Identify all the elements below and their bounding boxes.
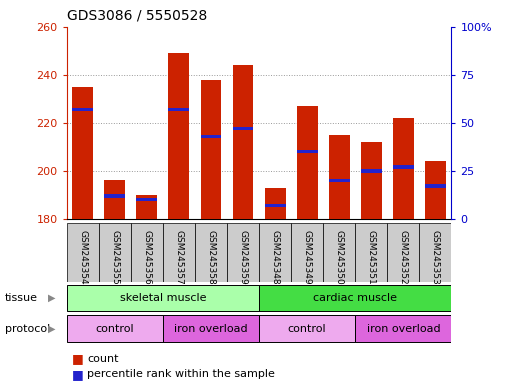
Bar (136, 195, 157, 219)
Text: ■: ■ (72, 368, 84, 381)
Text: GSM245357: GSM245357 (174, 230, 184, 285)
Bar (67, 315, 163, 342)
Bar (297, 150, 318, 154)
Bar (259, 315, 355, 342)
Bar (329, 179, 350, 182)
Bar (104, 180, 125, 219)
Bar (163, 315, 259, 342)
Text: GDS3086 / 5550528: GDS3086 / 5550528 (67, 9, 207, 23)
Bar (227, 223, 259, 282)
Bar (168, 108, 189, 111)
Text: GSM245358: GSM245358 (206, 230, 215, 285)
Bar (232, 65, 253, 219)
Bar (425, 184, 446, 188)
Text: ■: ■ (72, 353, 84, 366)
Text: control: control (95, 324, 134, 334)
Text: GSM245359: GSM245359 (239, 230, 248, 285)
Bar (361, 169, 382, 173)
Text: skeletal muscle: skeletal muscle (120, 293, 206, 303)
Text: iron overload: iron overload (174, 324, 248, 334)
Text: GSM245351: GSM245351 (367, 230, 376, 285)
Text: GSM245355: GSM245355 (110, 230, 120, 285)
Bar (323, 223, 355, 282)
Text: percentile rank within the sample: percentile rank within the sample (87, 369, 275, 379)
Text: tissue: tissue (5, 293, 38, 303)
Bar (98, 223, 131, 282)
Bar (259, 285, 451, 311)
Text: GSM245348: GSM245348 (270, 230, 280, 285)
Bar (195, 223, 227, 282)
Bar (387, 223, 420, 282)
Bar (425, 161, 446, 219)
Text: cardiac muscle: cardiac muscle (313, 293, 397, 303)
Text: iron overload: iron overload (366, 324, 440, 334)
Bar (259, 223, 291, 282)
Bar (291, 223, 323, 282)
Bar (265, 188, 286, 219)
Bar (361, 142, 382, 219)
Bar (168, 53, 189, 219)
Text: GSM245352: GSM245352 (399, 230, 408, 285)
Bar (393, 118, 414, 219)
Bar (104, 194, 125, 198)
Bar (420, 223, 451, 282)
Bar (232, 127, 253, 131)
Bar (136, 198, 157, 202)
Text: GSM245349: GSM245349 (303, 230, 312, 285)
Bar (329, 135, 350, 219)
Text: ▶: ▶ (48, 293, 55, 303)
Text: GSM245354: GSM245354 (78, 230, 87, 285)
Text: ▶: ▶ (48, 324, 55, 334)
Bar (393, 165, 414, 169)
Bar (297, 106, 318, 219)
Text: GSM245356: GSM245356 (142, 230, 151, 285)
Text: control: control (288, 324, 326, 334)
Bar (355, 315, 451, 342)
Bar (201, 79, 222, 219)
Bar (201, 134, 222, 138)
Text: GSM245353: GSM245353 (431, 230, 440, 285)
Bar (131, 223, 163, 282)
Bar (355, 223, 387, 282)
Text: GSM245350: GSM245350 (334, 230, 344, 285)
Bar (67, 285, 259, 311)
Bar (265, 204, 286, 207)
Bar (163, 223, 195, 282)
Bar (67, 223, 98, 282)
Bar (72, 87, 93, 219)
Bar (72, 108, 93, 111)
Text: count: count (87, 354, 119, 364)
Text: protocol: protocol (5, 324, 50, 334)
